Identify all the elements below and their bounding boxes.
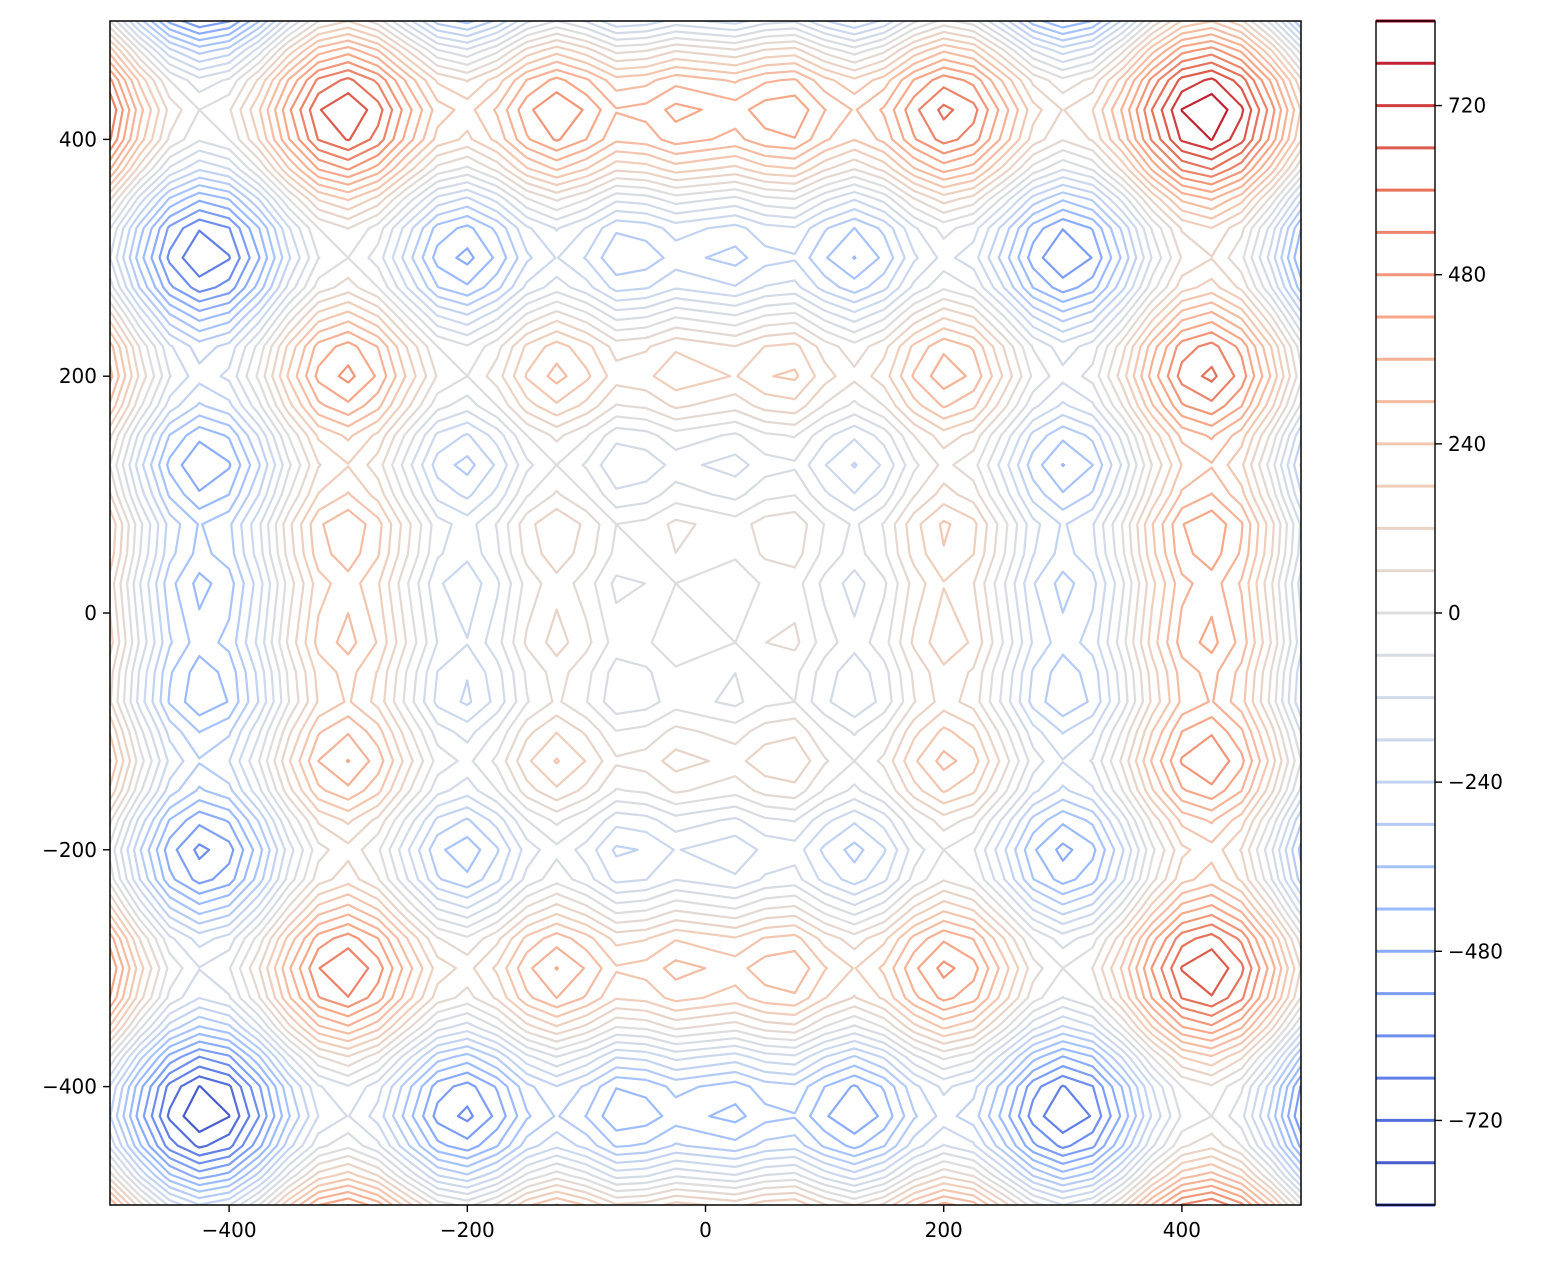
x-tick-label: −200 bbox=[440, 1218, 495, 1242]
y-tick-label: 0 bbox=[84, 601, 97, 625]
x-axis: −400 −200 0 200 400 bbox=[202, 1205, 1201, 1242]
colorbar-tick-label: −720 bbox=[1448, 1108, 1503, 1132]
contour-level-line bbox=[115, 21, 1301, 1200]
contour-level-line bbox=[110, 46, 1276, 1205]
contour-level-line bbox=[110, 21, 1301, 1205]
contour-level-line bbox=[110, 21, 1301, 1205]
y-axis: −400 −200 0 200 400 bbox=[42, 127, 110, 1099]
contour-level-line bbox=[319, 69, 1253, 997]
contour-level-line bbox=[142, 21, 1301, 1173]
contour-level-line bbox=[1170, 77, 1245, 151]
contour-level-line bbox=[128, 21, 1301, 1187]
contour-level-line bbox=[110, 21, 1301, 1205]
y-tick-label: 400 bbox=[59, 127, 97, 151]
colorbar-tick-label: 0 bbox=[1448, 601, 1461, 625]
y-tick-label: −200 bbox=[42, 838, 97, 862]
colorbar bbox=[1375, 19, 1436, 1207]
x-tick-label: −400 bbox=[202, 1218, 257, 1242]
colorbar-tick-label: 720 bbox=[1448, 94, 1486, 118]
contour-level-line bbox=[110, 21, 1301, 1205]
colorbar-tick-label: −480 bbox=[1448, 939, 1503, 963]
contour-level-line bbox=[122, 21, 1301, 1193]
contour-level-line bbox=[182, 1085, 231, 1134]
contour-level-line bbox=[110, 21, 1301, 1205]
contour-level-line bbox=[1180, 92, 1229, 141]
contour-level-line bbox=[110, 39, 1283, 1205]
contour-level-line bbox=[110, 26, 1296, 1205]
contour-level-line bbox=[158, 229, 1092, 1157]
contour-lines bbox=[110, 21, 1301, 1205]
contour-level-line bbox=[135, 21, 1301, 1180]
y-tick-label: −400 bbox=[42, 1075, 97, 1099]
y-tick-label: 200 bbox=[59, 364, 97, 388]
colorbar-tick-label: 480 bbox=[1448, 263, 1486, 287]
x-tick-label: 200 bbox=[925, 1218, 963, 1242]
contour-level-line bbox=[166, 1075, 241, 1149]
contour-level-line bbox=[308, 61, 1261, 1008]
contour-level-line bbox=[110, 21, 1301, 1205]
colorbar-tick-label: −240 bbox=[1448, 770, 1503, 794]
contour-level-line bbox=[110, 21, 1301, 1205]
contour-level-line bbox=[150, 218, 1103, 1165]
x-tick-label: 400 bbox=[1163, 1218, 1201, 1242]
x-tick-label: 0 bbox=[699, 1218, 712, 1242]
contour-level-line bbox=[110, 21, 1301, 1205]
colorbar-axis: −720 −480 −240 0 240 480 720 bbox=[1435, 94, 1503, 1132]
colorbar-tick-label: 240 bbox=[1448, 432, 1486, 456]
contour-level-line bbox=[110, 21, 1301, 1205]
